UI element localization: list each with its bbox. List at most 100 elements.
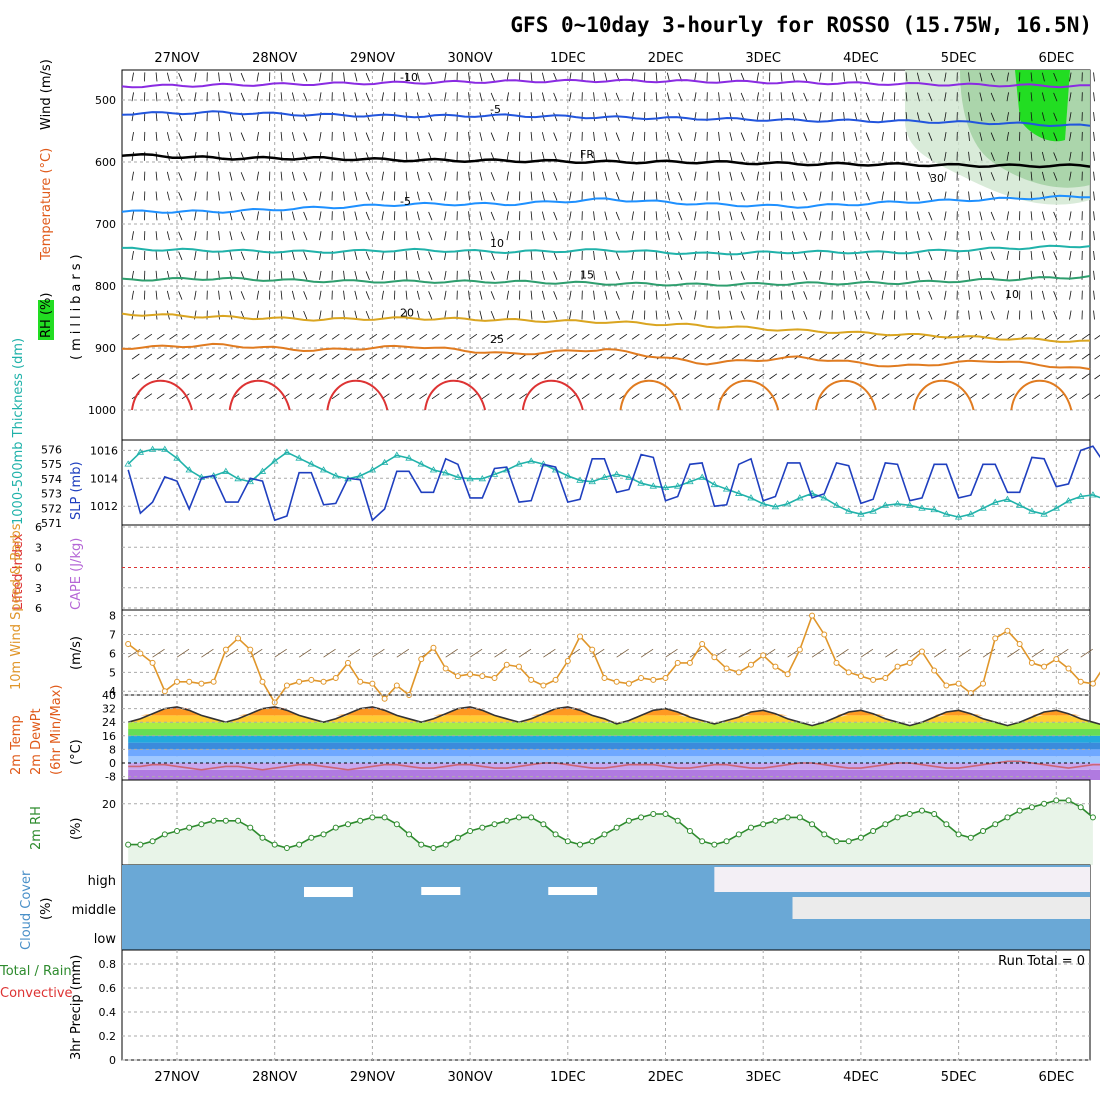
wind-barb — [445, 374, 452, 379]
mid-cloud-clear — [793, 897, 1090, 919]
wind-barb — [230, 73, 232, 82]
wind-barb — [432, 354, 439, 359]
wind-barb — [855, 212, 857, 221]
wind-barb — [232, 354, 239, 359]
wind-barb — [355, 93, 357, 102]
wind-speed-point — [761, 653, 766, 658]
wind-barb — [219, 191, 220, 200]
rh2m-point — [126, 842, 131, 847]
wind-barb — [257, 73, 259, 82]
wind-barb — [820, 112, 822, 121]
wind-barb — [605, 291, 607, 300]
wind-barb — [344, 271, 345, 280]
isotherm-loop — [230, 381, 290, 410]
wind-barb — [907, 394, 914, 399]
wind-barb — [507, 172, 509, 181]
wind10m-label: 10m Wind Speed & Barbs — [9, 523, 24, 690]
rh2m-point — [248, 825, 253, 830]
wind-barb — [620, 374, 627, 379]
wind-barb — [480, 251, 482, 260]
wind-barb — [607, 394, 614, 399]
rh2m-point — [956, 832, 961, 837]
wind-barb — [469, 92, 470, 101]
wind-barb — [792, 192, 794, 201]
wind-barb — [845, 334, 852, 339]
wind-barb — [432, 394, 439, 399]
wind-barb — [257, 231, 259, 240]
wind-barb — [182, 374, 189, 379]
wind-barb — [395, 334, 402, 339]
wind-speed-point — [248, 647, 253, 652]
wind-barb — [720, 354, 727, 359]
wind-barb — [320, 291, 322, 300]
wind-barb — [470, 374, 477, 379]
wind-speed-point — [700, 642, 705, 647]
wind-barb — [332, 374, 339, 379]
wind-barb — [281, 132, 282, 141]
wind-barb — [167, 251, 169, 260]
wind-barb — [866, 271, 869, 279]
wind-barb — [582, 374, 589, 379]
wind-barb — [507, 192, 509, 201]
wind-barb — [570, 231, 572, 240]
high-cloud-gap — [421, 887, 460, 895]
thickness-ylabel: 1000-500mb Thickness (dm) — [11, 338, 26, 525]
wind-barb — [366, 271, 369, 279]
wind-barb — [145, 374, 152, 379]
wind-barb — [207, 334, 214, 339]
wind-barb — [906, 291, 907, 300]
precip-tick-label: 0 — [109, 1054, 116, 1067]
rh2m-point — [614, 825, 619, 830]
wind-barb — [945, 271, 947, 280]
rh2m-point — [187, 825, 192, 830]
wind-barb — [969, 291, 970, 300]
li-tick-label: 6 — [35, 602, 42, 615]
wind-barb — [145, 394, 152, 399]
wind-barb — [741, 172, 744, 180]
wind-tick-label: 8 — [109, 610, 116, 623]
wind-barb — [480, 93, 482, 102]
rh2m-point — [626, 818, 631, 823]
wind-barb — [145, 354, 152, 359]
wind-speed-point — [126, 642, 131, 647]
wind-barb-10m — [201, 649, 213, 657]
wind-barb — [382, 172, 384, 181]
wind-barb — [545, 334, 552, 339]
rh2m-point — [455, 835, 460, 840]
wind-speed-point — [871, 677, 876, 682]
rh2m-point — [907, 812, 912, 817]
wind-barb — [929, 291, 932, 299]
wind-barb — [482, 374, 489, 379]
wind-barb — [820, 73, 822, 82]
isotherm-label: 25 — [490, 333, 504, 346]
wind-barb — [406, 132, 407, 141]
wind-barb — [156, 271, 157, 280]
wind-barb — [554, 133, 557, 141]
wind-barb — [156, 191, 157, 200]
wind-barb — [844, 172, 845, 181]
wind-barb — [355, 132, 357, 141]
wind-speed-point — [883, 676, 888, 681]
wind-barb — [1094, 172, 1095, 181]
wind-barb — [695, 192, 697, 201]
wind-barb — [445, 112, 447, 121]
wind-barb — [382, 354, 389, 359]
wind-barb — [820, 231, 822, 240]
wind-barb — [895, 394, 902, 399]
wind-barb — [605, 152, 607, 161]
wind-barb — [156, 132, 157, 141]
wind-barb — [920, 374, 927, 379]
wind-barb — [304, 172, 307, 180]
wind-barb — [304, 271, 307, 279]
millibars-ylabel: (millibars) — [69, 250, 84, 360]
wind-barb — [542, 271, 544, 280]
isotherm-label: -10 — [400, 71, 418, 84]
wind-barb — [469, 311, 470, 320]
wind-barb — [741, 212, 744, 220]
wind-barb — [220, 354, 227, 359]
temp-tick-label: 0 — [109, 757, 116, 770]
wind-barb — [679, 311, 682, 319]
wind-speed-point — [810, 613, 815, 618]
wind-barb — [382, 271, 384, 280]
wind-barb — [195, 172, 197, 181]
